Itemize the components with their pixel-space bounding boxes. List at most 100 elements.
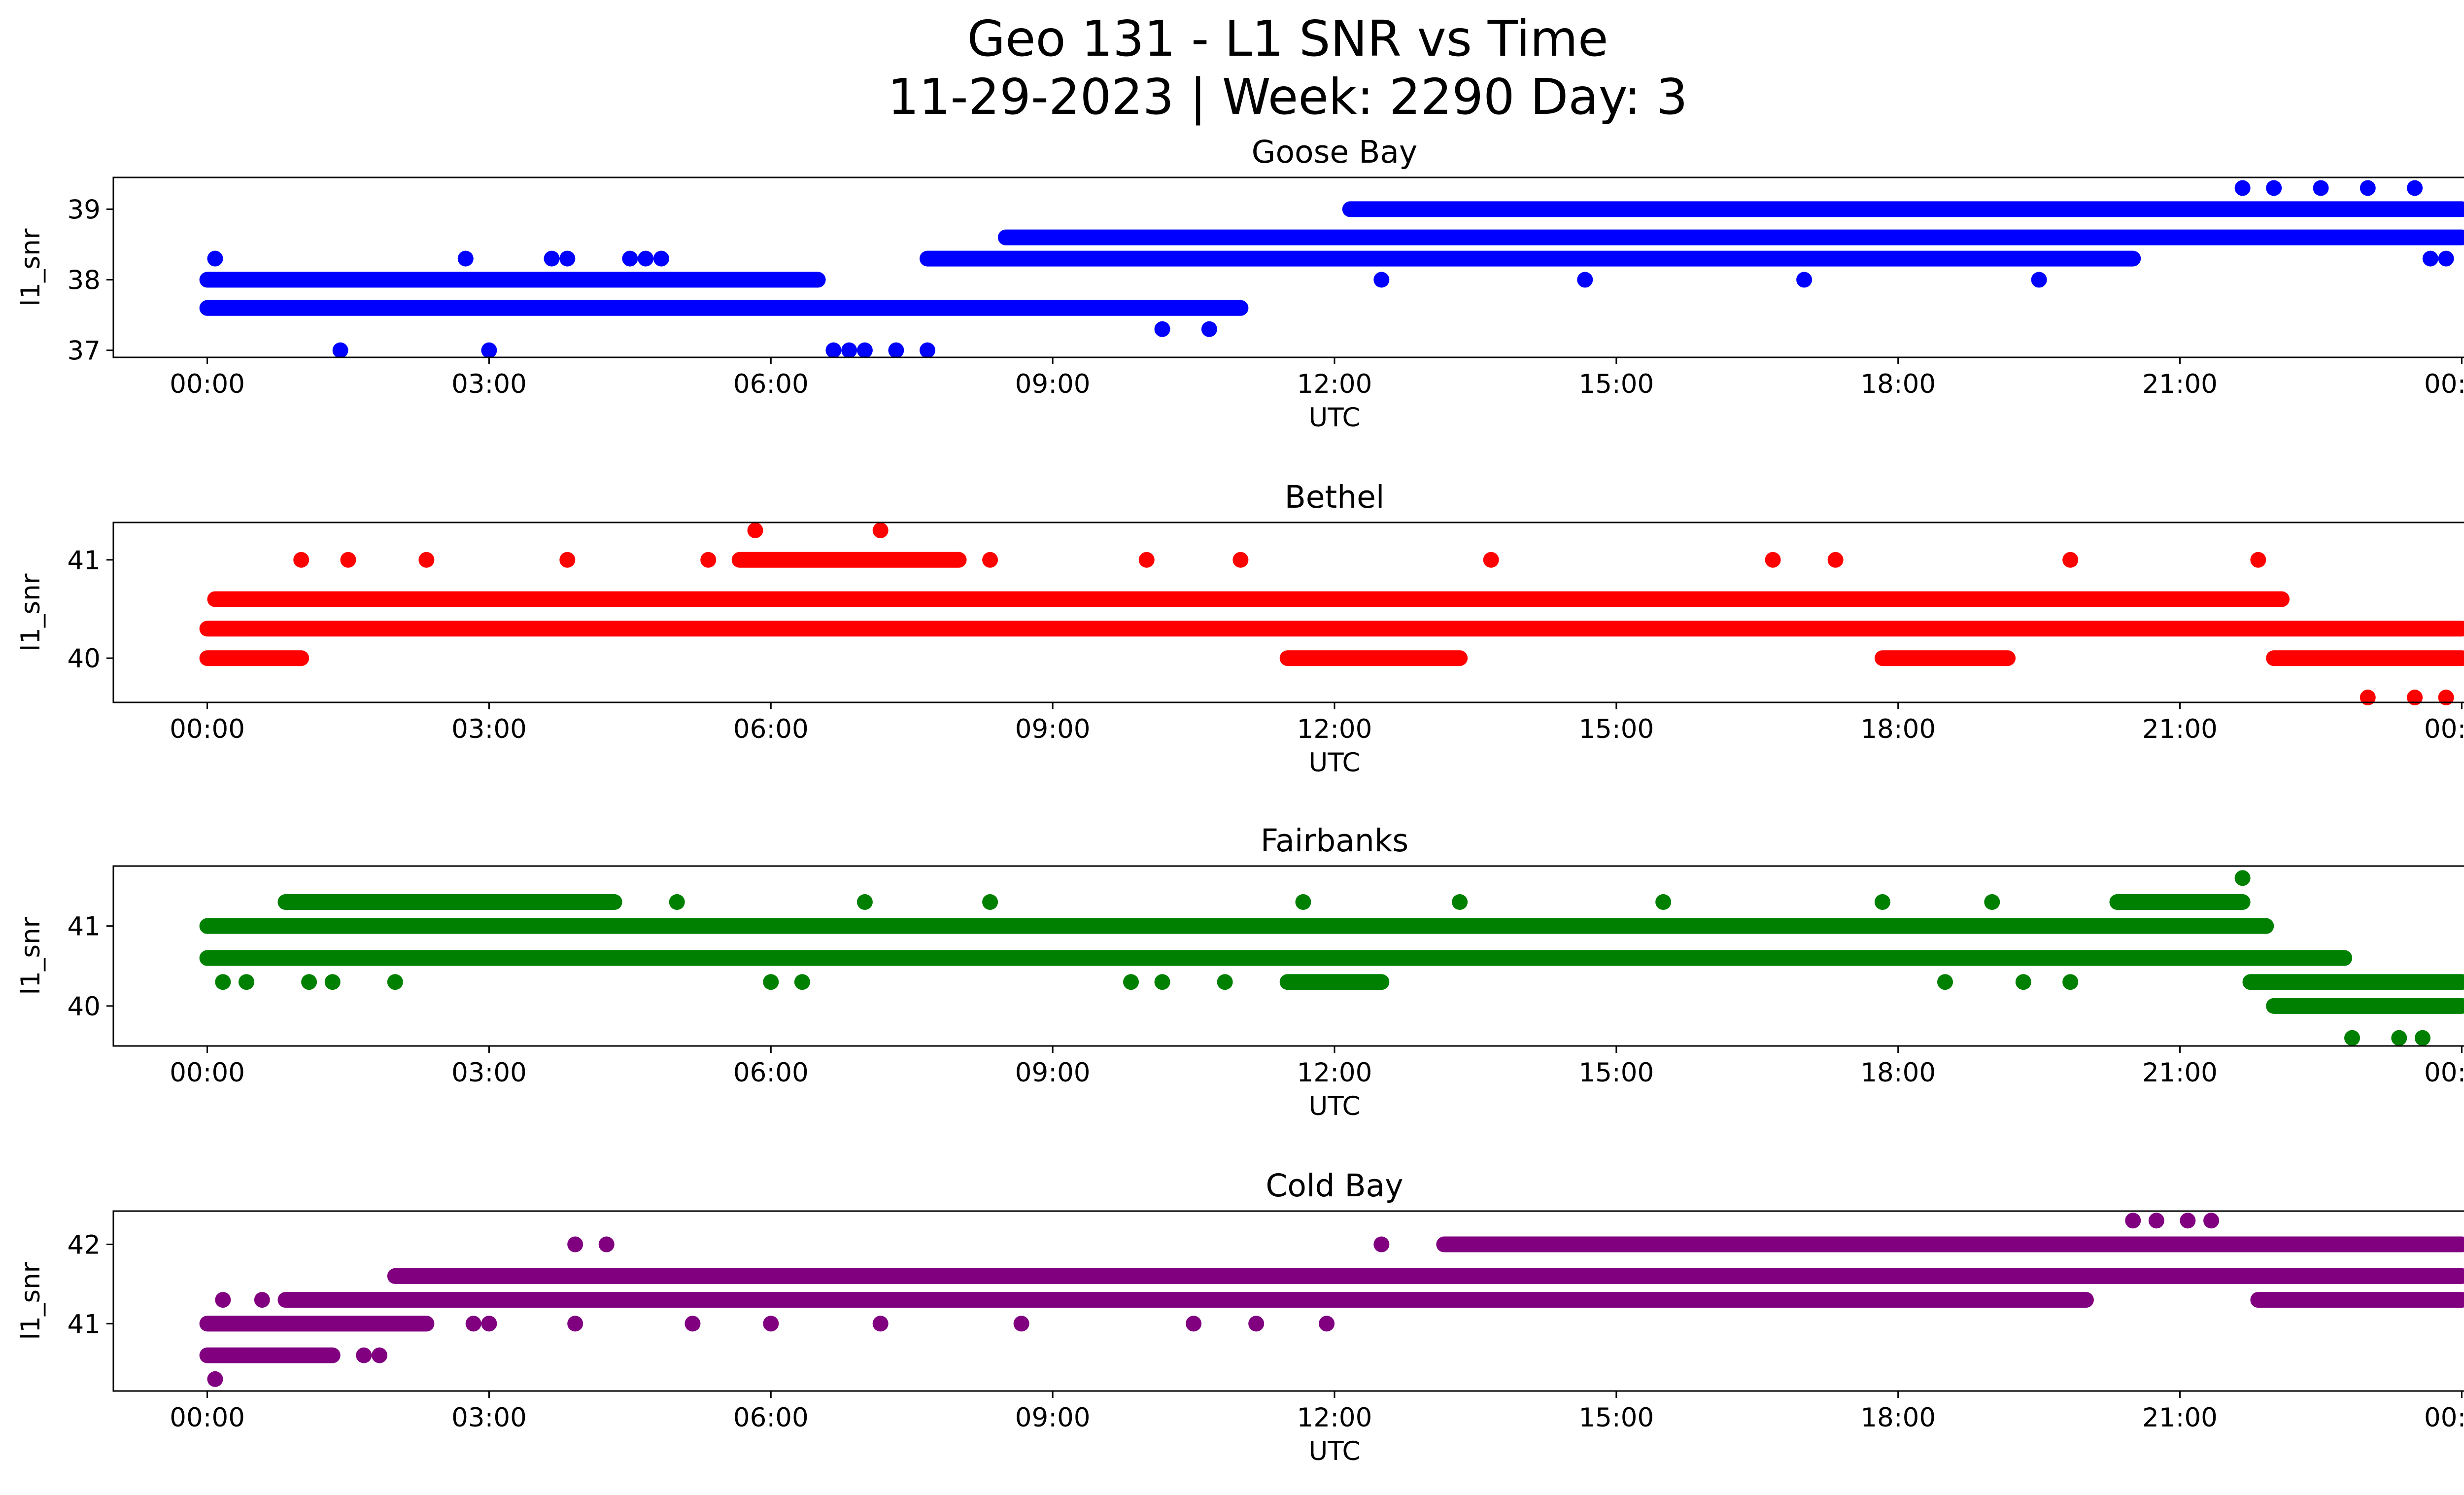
data-point	[598, 1236, 615, 1252]
data-point	[481, 342, 497, 358]
x-tick-label: 12:00	[1297, 714, 1372, 744]
x-tick-label: 06:00	[733, 714, 809, 744]
x-tick-label: 18:00	[1860, 1058, 1936, 1088]
data-point	[700, 552, 717, 568]
y-tick-label: 40	[68, 644, 101, 674]
scatter-points	[199, 870, 2464, 1046]
point-cluster	[199, 650, 309, 666]
x-tick-label: 09:00	[1015, 1403, 1091, 1433]
point-cluster	[387, 1268, 2464, 1284]
x-tick-label: 18:00	[1860, 1403, 1936, 1433]
x-tick-label: 12:00	[1297, 369, 1372, 399]
subplot-goose-bay: Goose Bay 00:00 03:00 06:00 09:00 12:00 15:00 1…	[16, 134, 2464, 433]
data-point	[239, 974, 255, 990]
data-point	[2062, 974, 2079, 990]
data-point	[207, 250, 223, 267]
data-point	[2125, 1213, 2141, 1229]
x-tick-label: 12:00	[1297, 1058, 1372, 1088]
data-point	[544, 250, 560, 267]
data-point	[1577, 272, 1593, 288]
x-axis-label: UTC	[1308, 1436, 1360, 1466]
subplot-title: Fairbanks	[1261, 823, 1408, 859]
data-point	[1452, 894, 1468, 910]
data-point	[2391, 1030, 2407, 1046]
x-tick-label: 03:00	[451, 714, 527, 744]
data-point	[794, 974, 810, 990]
subplot-cold-bay: Cold Bay 00:00 03:00 06:00 09:00 12:00 15:00 18…	[16, 1168, 2464, 1466]
data-point	[2407, 690, 2423, 706]
x-tick-label: 00:00	[170, 1403, 245, 1433]
data-point	[763, 974, 779, 990]
subplot-title: Cold Bay	[1266, 1168, 1403, 1204]
data-point	[418, 552, 435, 568]
data-point	[653, 250, 669, 267]
data-point	[1796, 272, 1813, 288]
figure-title-line1: Geo 131 - L1 SNR vs Time	[967, 10, 1608, 68]
data-point	[2438, 690, 2454, 706]
data-point	[622, 250, 638, 267]
x-tick-label: 09:00	[1015, 714, 1091, 744]
subplot-title: Goose Bay	[1252, 134, 1418, 170]
data-point	[2407, 180, 2423, 196]
data-point	[2203, 1213, 2220, 1229]
point-cluster	[1874, 650, 2016, 666]
data-point	[2360, 690, 2376, 706]
data-point	[2344, 1030, 2360, 1046]
y-tick-label: 39	[68, 195, 101, 225]
data-point	[1765, 552, 1781, 568]
x-tick-label: 21:00	[2142, 1058, 2218, 1088]
data-point	[340, 552, 356, 568]
y-tick-label: 41	[68, 1309, 101, 1339]
data-point	[1483, 552, 1499, 568]
x-axis-label: UTC	[1308, 403, 1360, 433]
data-point	[1138, 552, 1155, 568]
data-point	[856, 342, 873, 358]
y-tick-label: 38	[68, 266, 101, 296]
x-tick-label: 21:00	[2142, 1403, 2218, 1433]
data-point	[356, 1347, 372, 1363]
point-cluster	[2266, 650, 2464, 666]
x-tick-label: 00:00	[2424, 1403, 2464, 1433]
y-tick-label: 41	[68, 912, 101, 942]
data-point	[638, 250, 654, 267]
data-point	[825, 342, 842, 358]
point-cluster	[1436, 1236, 2464, 1252]
data-point	[1702, 1236, 1718, 1252]
data-point	[372, 1347, 388, 1363]
y-tick-label: 37	[68, 336, 101, 366]
point-cluster	[199, 918, 2274, 934]
data-point	[301, 974, 317, 990]
data-point	[567, 1316, 583, 1332]
data-point	[2062, 552, 2079, 568]
scatter-points	[199, 522, 2464, 706]
x-tick-label: 03:00	[451, 1403, 527, 1433]
data-point	[1874, 894, 1890, 910]
data-point	[872, 1316, 889, 1332]
data-point	[1984, 894, 2000, 910]
data-point	[293, 552, 309, 568]
figure-title-line2: 11-29-2023 | Week: 2290 Day: 3	[888, 68, 1688, 126]
data-point	[2234, 180, 2251, 196]
data-point	[1123, 974, 1139, 990]
x-tick-label: 15:00	[1578, 1058, 1654, 1088]
point-cluster	[1279, 974, 1390, 990]
data-point	[207, 1371, 223, 1387]
x-tick-label: 09:00	[1015, 1058, 1091, 1088]
data-point	[332, 342, 348, 358]
point-cluster	[199, 300, 1249, 316]
data-point	[1013, 1316, 1029, 1332]
subplot-bethel: Bethel 00:00 03:00 06:00 09:00 12:00 15:00 18:0…	[16, 479, 2464, 778]
data-point	[888, 342, 904, 358]
data-point	[1201, 321, 1217, 337]
point-cluster	[731, 552, 967, 568]
x-tick-label: 00:00	[2424, 369, 2464, 399]
scatter-points	[199, 1213, 2464, 1387]
point-cluster	[199, 1316, 435, 1332]
data-point	[1186, 1316, 1202, 1332]
data-point	[1248, 1316, 1265, 1332]
data-point	[669, 894, 685, 910]
data-point	[1827, 552, 1844, 568]
x-tick-label: 00:00	[170, 369, 245, 399]
x-tick-label: 21:00	[2142, 714, 2218, 744]
